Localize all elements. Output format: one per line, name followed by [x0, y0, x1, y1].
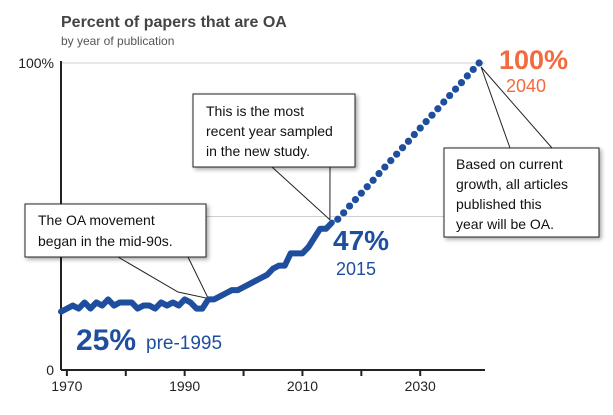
chart-subtitle: by year of publication	[61, 34, 174, 48]
observed-line	[58, 219, 335, 315]
projected-point	[416, 124, 424, 132]
projected-point	[375, 169, 383, 178]
callout-line: This is the most	[206, 103, 304, 119]
callout-line: began in the mid-90s.	[38, 233, 173, 249]
callout-line: year will be OA.	[456, 216, 554, 232]
projected-point	[340, 209, 348, 217]
start-year-label: pre-1995	[146, 333, 222, 354]
projected-point	[451, 85, 460, 93]
ticks: 1970 1990 2010 2030 0 100%	[18, 55, 436, 394]
chart-title: Percent of papers that are OA	[61, 14, 287, 31]
callout-line: Based on current	[456, 156, 563, 172]
projected-point	[393, 150, 401, 158]
leader-sampled	[271, 166, 331, 221]
y-tick-label: 100%	[18, 55, 54, 71]
callout-projection: Based on current growth, all articles pu…	[443, 147, 600, 238]
start-value-label: 25%	[76, 324, 136, 357]
callout-movement: The OA movement began in the mid-90s.	[24, 203, 207, 258]
projected-point	[422, 118, 430, 126]
projected-point	[363, 183, 371, 191]
projected-point	[387, 157, 395, 165]
projected-point	[351, 196, 360, 204]
projected-point	[463, 72, 471, 80]
projected-point	[428, 111, 436, 119]
x-tick-label: 2030	[405, 378, 436, 394]
leader-projection	[480, 66, 553, 149]
callout-line: recent year sampled	[206, 123, 333, 139]
projected-point	[334, 215, 342, 223]
current-value-label: 47%	[333, 225, 389, 256]
x-tick-label: 2010	[287, 378, 318, 394]
projected-point	[357, 189, 365, 197]
callout-box	[24, 203, 207, 258]
projected-point	[369, 176, 377, 184]
callout-leaders	[117, 66, 553, 300]
projected-point	[434, 105, 442, 113]
projection-value-label: 100%	[499, 45, 568, 75]
callout-sampled: This is the most recent year sampled in …	[192, 93, 356, 168]
current-year-label: 2015	[336, 259, 376, 279]
projected-point	[345, 202, 354, 210]
x-tick-label: 1970	[51, 378, 82, 394]
projected-point	[381, 163, 389, 171]
projected-point	[410, 130, 418, 139]
projected-point	[475, 59, 483, 67]
callout-line: growth, all articles	[456, 176, 568, 192]
y-tick-label: 0	[46, 362, 54, 378]
callout-line: The OA movement	[38, 212, 155, 228]
leader-movement	[117, 256, 210, 300]
projected-point	[457, 79, 466, 87]
projected-point	[398, 144, 407, 152]
callout-box	[192, 93, 356, 168]
projected-point	[404, 137, 413, 145]
chart-marks	[58, 59, 483, 315]
projection-year-label: 2040	[506, 76, 546, 96]
x-tick-label: 1990	[169, 378, 200, 394]
projected-point	[469, 65, 477, 74]
callout-line: published this	[456, 196, 542, 212]
callout-box	[443, 147, 600, 238]
projected-point	[440, 98, 448, 106]
projected-point	[446, 91, 454, 100]
callout-line: in the new study.	[206, 143, 310, 159]
